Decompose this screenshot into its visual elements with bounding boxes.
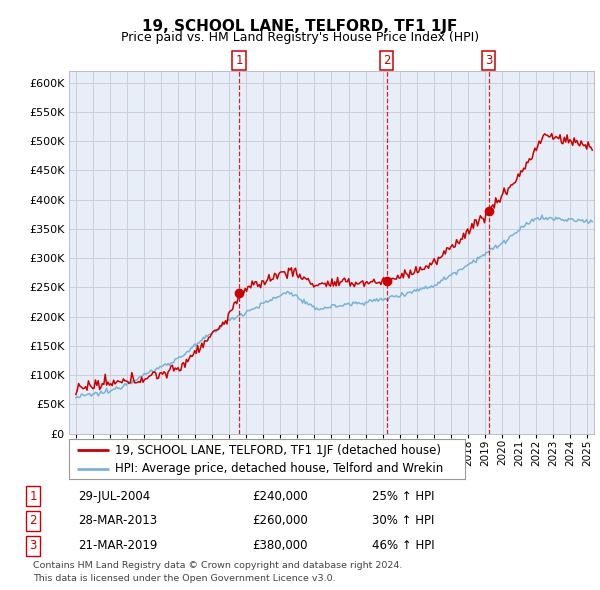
Text: This data is licensed under the Open Government Licence v3.0.: This data is licensed under the Open Gov… bbox=[33, 574, 335, 583]
Text: 28-MAR-2013: 28-MAR-2013 bbox=[78, 514, 157, 527]
Text: £380,000: £380,000 bbox=[252, 539, 308, 552]
Text: £260,000: £260,000 bbox=[252, 514, 308, 527]
Text: £240,000: £240,000 bbox=[252, 490, 308, 503]
Text: Contains HM Land Registry data © Crown copyright and database right 2024.: Contains HM Land Registry data © Crown c… bbox=[33, 561, 403, 570]
Text: 2: 2 bbox=[383, 54, 391, 67]
Text: 25% ↑ HPI: 25% ↑ HPI bbox=[372, 490, 434, 503]
Text: 19, SCHOOL LANE, TELFORD, TF1 1JF: 19, SCHOOL LANE, TELFORD, TF1 1JF bbox=[142, 19, 458, 34]
Text: 46% ↑ HPI: 46% ↑ HPI bbox=[372, 539, 434, 552]
Text: 29-JUL-2004: 29-JUL-2004 bbox=[78, 490, 150, 503]
Text: HPI: Average price, detached house, Telford and Wrekin: HPI: Average price, detached house, Telf… bbox=[115, 462, 443, 475]
Text: 30% ↑ HPI: 30% ↑ HPI bbox=[372, 514, 434, 527]
Text: 19, SCHOOL LANE, TELFORD, TF1 1JF (detached house): 19, SCHOOL LANE, TELFORD, TF1 1JF (detac… bbox=[115, 444, 440, 457]
Text: 21-MAR-2019: 21-MAR-2019 bbox=[78, 539, 157, 552]
Text: 3: 3 bbox=[29, 539, 37, 552]
Text: 1: 1 bbox=[235, 54, 243, 67]
Text: 3: 3 bbox=[485, 54, 493, 67]
Text: 1: 1 bbox=[29, 490, 37, 503]
Text: 2: 2 bbox=[29, 514, 37, 527]
Text: Price paid vs. HM Land Registry's House Price Index (HPI): Price paid vs. HM Land Registry's House … bbox=[121, 31, 479, 44]
